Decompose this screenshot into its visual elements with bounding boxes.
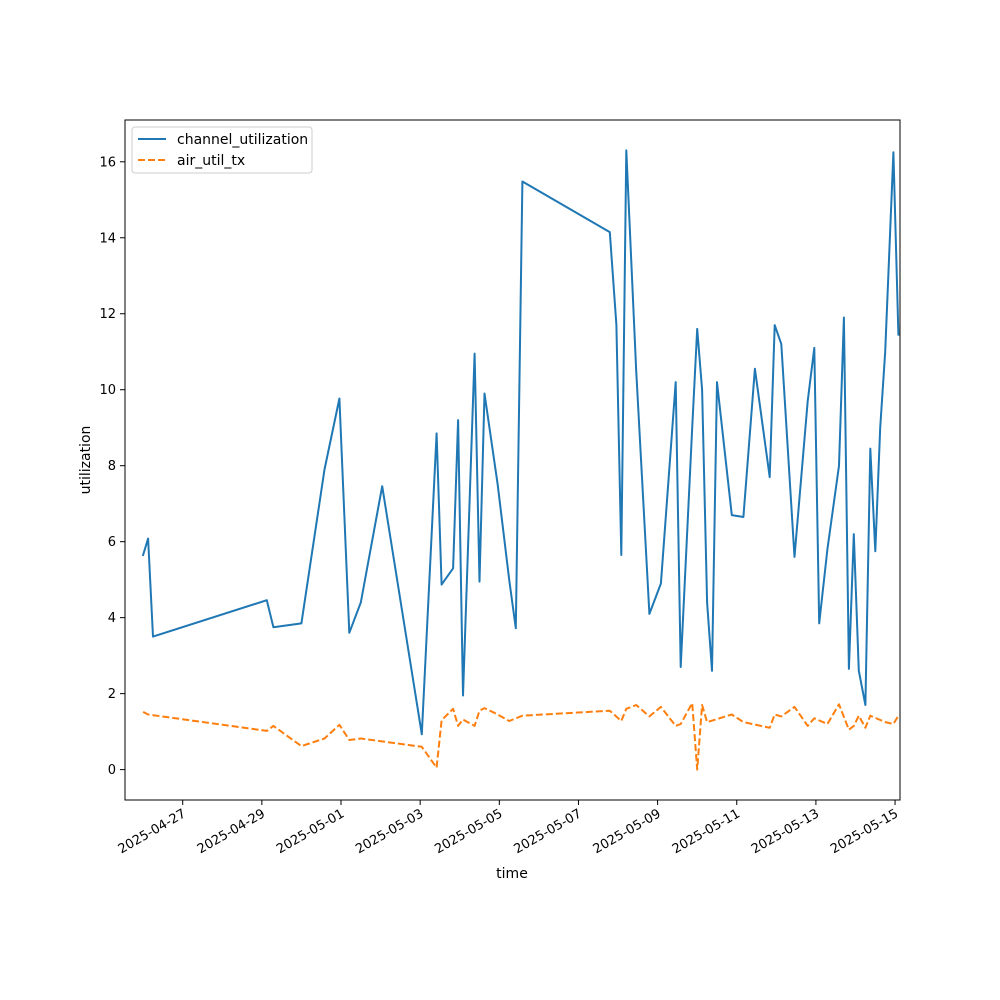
y-tick-label: 16 xyxy=(99,155,116,170)
y-axis: 0 2 4 6 8 10 12 14 16 xyxy=(99,155,125,778)
y-tick-label: 2 xyxy=(108,687,116,702)
series-line-channel-utilization xyxy=(141,149,900,736)
series-line-air-util-tx xyxy=(142,702,900,771)
y-tick-label: 6 xyxy=(108,535,116,550)
plot-area-frame xyxy=(124,119,901,801)
series-layer xyxy=(141,149,900,771)
y-tick-label: 8 xyxy=(108,459,116,474)
y-tick-label: 4 xyxy=(108,611,116,626)
legend-frame xyxy=(131,126,313,174)
y-tick-label: 14 xyxy=(99,231,116,246)
y-tick-label: 10 xyxy=(99,383,116,398)
legend-label-air-util-tx: air_util_tx xyxy=(177,153,245,169)
legend: channel_utilization air_util_tx xyxy=(131,126,313,174)
legend-label-channel-utilization: channel_utilization xyxy=(177,132,308,148)
y-axis-title: utilization xyxy=(78,426,94,495)
x-axis-title: time xyxy=(496,866,528,882)
y-tick-label: 0 xyxy=(108,763,116,778)
y-tick-label: 12 xyxy=(99,307,116,322)
